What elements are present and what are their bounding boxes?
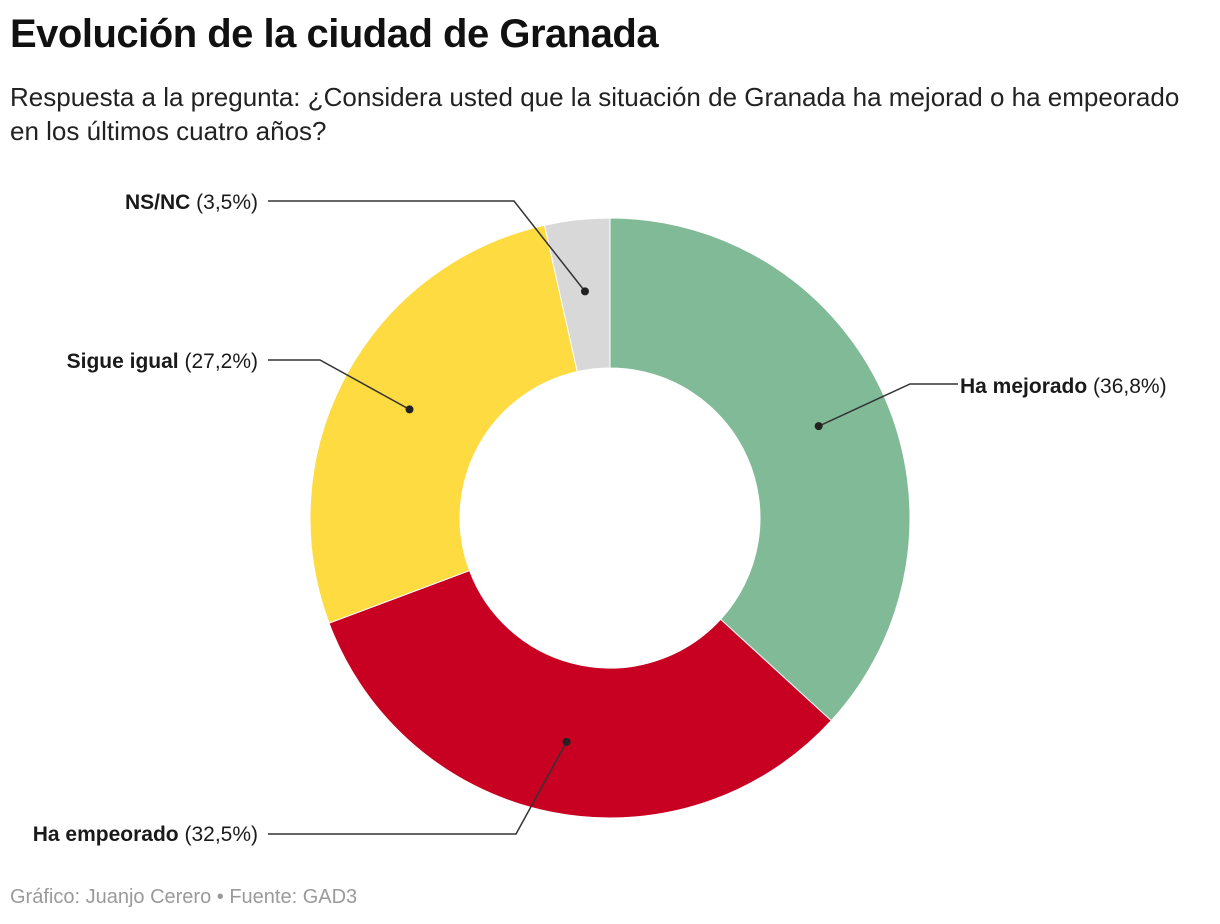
slice-ha-mejorado <box>609 217 911 722</box>
leader-line <box>268 741 568 835</box>
label-ha-mejorado: Ha mejorado (36,8%) <box>960 375 1167 398</box>
label-value: (32,5%) <box>184 823 258 846</box>
leader-dot <box>405 405 414 414</box>
label-sigue-igual: Sigue igual (27,2%) <box>67 350 258 373</box>
slice-ha-empeorado <box>328 569 832 819</box>
label-ha-empeorado: Ha empeorado (32,5%) <box>33 823 258 846</box>
leader-dot <box>562 737 571 746</box>
chart-source: Gráfico: Juanjo Cerero • Fuente: GAD3 <box>10 886 358 908</box>
label-name: NS/NC <box>125 191 190 214</box>
label-ns-nc: NS/NC (3,5%) <box>125 191 258 214</box>
label-name: Ha mejorado <box>960 375 1087 398</box>
label-name: Ha empeorado <box>33 823 179 846</box>
labels-group: Ha mejorado (36,8%) Ha empeorado (32,5%)… <box>33 191 1167 846</box>
label-value: (27,2%) <box>184 350 258 373</box>
leader-line <box>268 200 586 292</box>
leaders-group <box>268 200 958 835</box>
slice-ns-nc <box>543 217 611 373</box>
label-value: (3,5%) <box>196 191 258 214</box>
slices-group <box>309 217 911 819</box>
slice-sigue-igual <box>309 224 578 624</box>
leader-line <box>818 383 958 427</box>
leader-dot <box>814 422 823 431</box>
chart-subtitle: Respuesta a la pregunta: ¿Considera uste… <box>10 82 1180 146</box>
label-name: Sigue igual <box>67 350 179 373</box>
chart-title: Evolución de la ciudad de Granada <box>10 12 659 56</box>
leader-dot <box>580 287 589 296</box>
leader-line <box>268 359 410 411</box>
label-value: (36,8%) <box>1093 375 1167 398</box>
